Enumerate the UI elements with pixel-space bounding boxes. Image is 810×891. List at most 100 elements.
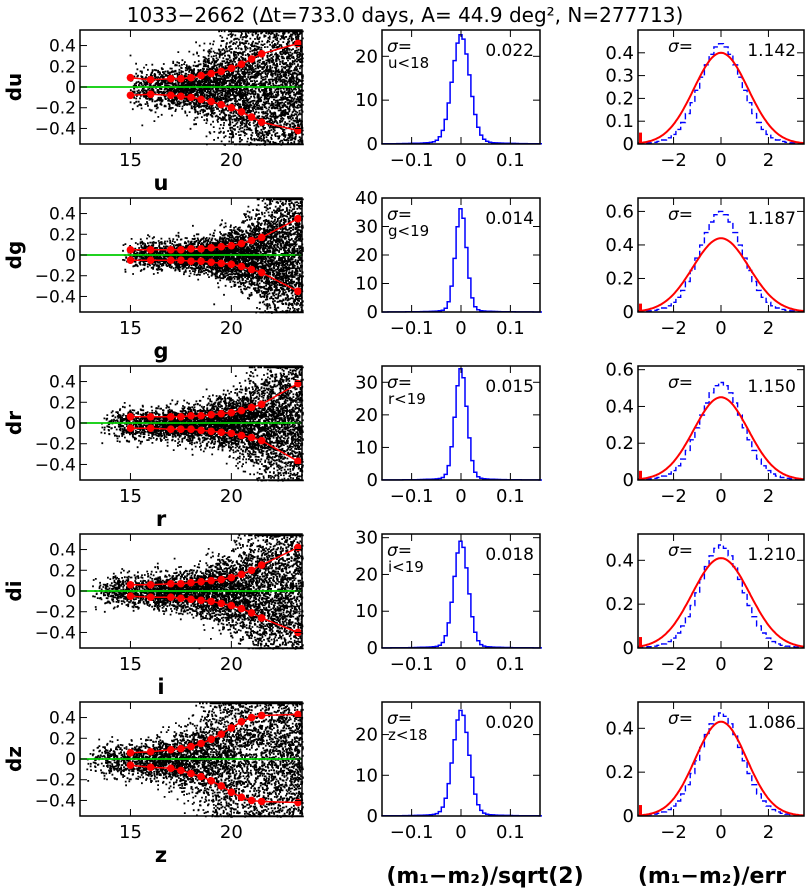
scatter-z-median_lower-point-5 [197, 772, 205, 781]
hist-z-ytick-label-0: 20 [355, 725, 378, 746]
scatter-g-median_lower-point-4 [187, 257, 195, 266]
scatter-z-median_lower-point-9 [237, 793, 246, 802]
scatter-g-median_upper-point-12 [294, 214, 302, 223]
scatter-r-median_lower-point-0 [126, 424, 135, 432]
scatter-r-median_upper-point-4 [187, 411, 195, 420]
scatter-i-median_lower-point-4 [187, 595, 195, 604]
scatter-r-median_upper-point-5 [197, 411, 205, 420]
gauss-r-xtick-label-2: 2 [763, 486, 774, 507]
gauss-g-ytick-label-3: 0 [623, 302, 634, 323]
scatter-u-median_lower-point-9 [237, 108, 246, 116]
scatter-g-median_upper-point-5 [197, 244, 205, 253]
scatter-r-median_lower-point-6 [207, 427, 215, 436]
hist-u-panel: 20 10 0 −0.1 0 0.1 σ=u<18 0.022 [355, 29, 542, 171]
scatter-i-ytick-label-2: 0 [65, 582, 76, 602]
scatter-i-ytick-label-3: −0.2 [35, 603, 76, 623]
scatter-i-median_lower-point-2 [167, 593, 175, 602]
scatter-u-median_upper-point-9 [237, 60, 246, 68]
hist-g-xtick-label-0: −0.1 [390, 318, 434, 339]
hist-z-xtick-label-1: 0 [455, 822, 466, 843]
gauss-u-overflow-bin [639, 132, 642, 144]
scatter-z-xtick-label-1: 20 [220, 822, 243, 843]
scatter-u-median_lower-point-1 [146, 90, 155, 99]
scatter-g-median_upper-point-11 [257, 233, 266, 242]
scatter-i-median_lower-point-8 [227, 601, 236, 610]
scatter-z-median_lower-point-2 [167, 764, 175, 773]
scatter-z-median_upper-point-9 [237, 717, 246, 726]
hist-r-xtick-label-0: −0.1 [390, 486, 434, 507]
hist-g-xtick-label-2: 0.1 [496, 318, 525, 339]
scatter-u-ytick-label-4: −0.4 [35, 119, 76, 139]
scatter-u-ytick-label-0: 0.4 [49, 37, 76, 57]
gauss-i-xtick-label-0: −2 [660, 654, 687, 675]
scatter-g-median_upper-point-1 [146, 246, 155, 254]
scatter-i-median_upper-point-8 [227, 573, 236, 582]
scatter-i-median_upper-point-12 [294, 543, 302, 552]
gauss-r-xtick-label-1: 0 [715, 486, 726, 507]
hist-z-panel: 20 10 0 −0.1 0 0.1 σ=z<18 0.020 [355, 701, 542, 843]
hist-i-ytick-label-2: 10 [355, 601, 378, 622]
hist-r-xtick-label-1: 0 [455, 486, 466, 507]
hist-g-cut-label: g<19 [388, 222, 429, 240]
scatter-z-median_upper-point-2 [167, 745, 175, 754]
gauss-i-gaussian-fit [637, 557, 805, 648]
gauss-u-gaussian-fit [637, 51, 805, 145]
scatter-g-ytick-label-2: 0 [65, 246, 76, 266]
gauss-u-ytick-label-1: 0.3 [605, 66, 634, 87]
scatter-z-median_upper-point-8 [227, 724, 236, 732]
gauss-u-ytick-label-4: 0 [623, 134, 634, 155]
scatter-z-median_lower-point-10 [247, 796, 256, 805]
scatter-z-median_lower-point-0 [126, 761, 135, 770]
hist-r-cut-label: r<19 [388, 390, 426, 408]
gauss-i-sigma-value: 1.210 [747, 545, 796, 565]
hist-u-ytick-label-1: 10 [355, 90, 378, 111]
scatter-z-median_upper-point-7 [217, 730, 226, 738]
gauss-u-ytick-label-0: 0.4 [605, 43, 634, 64]
scatter-u-median_upper-point-6 [207, 69, 215, 78]
scatter-r-median_upper-point-7 [217, 409, 226, 418]
scatter-u-median_lower-point-2 [167, 91, 175, 100]
scatter-r-median_upper-point-9 [237, 406, 246, 415]
gauss-z-sigma-value: 1.086 [747, 713, 796, 733]
scatter-z-median_upper-point-6 [207, 735, 215, 744]
scatter-g-ytick-label-0: 0.4 [49, 205, 76, 225]
hist-g-ytick-label-0: 40 [355, 188, 378, 209]
scatter-z-median_lower-point-8 [227, 788, 236, 796]
scatter-r-ytick-label-2: 0 [65, 414, 76, 434]
scatter-u-ytick-label-3: −0.2 [35, 99, 76, 119]
scatter-z-xlabel: z [155, 843, 167, 867]
scatter-g-ytick-label-4: −0.4 [35, 287, 76, 307]
scatter-i-median_upper-point-10 [247, 566, 256, 575]
scatter-i-median_lower-point-7 [217, 599, 226, 608]
scatter-g-median_upper-point-7 [217, 242, 226, 251]
scatter-r-median_lower-point-9 [237, 431, 246, 440]
scatter-z-median_upper-point-10 [247, 713, 256, 722]
scatter-r-median_upper-point-11 [257, 400, 266, 409]
hist-z-ytick-label-1: 10 [355, 765, 378, 786]
scatter-i-median_lower-point-10 [247, 608, 256, 617]
gauss-z-xtick-label-1: 0 [715, 822, 726, 843]
scatter-i-ylabel: di [2, 580, 26, 601]
scatter-u-median_lower-point-11 [257, 118, 266, 127]
scatter-z-median_lower-point-1 [146, 763, 155, 772]
scatter-u-median_lower-point-7 [217, 100, 226, 109]
scatter-r-median_lower-point-2 [167, 425, 175, 434]
hist-z-sigma-symbol: σ= [387, 709, 412, 729]
middle-column-xlabel: (m₁−m₂)/sqrt(2) [386, 864, 583, 889]
gauss-r-sigma-symbol: σ= [668, 373, 693, 393]
scatter-u-median_upper-point-12 [294, 39, 302, 48]
scatter-u-ytick-label-1: 0.2 [49, 57, 76, 77]
gauss-i-ytick-label-0: 0.4 [605, 550, 634, 571]
scatter-z-ylabel: dz [2, 746, 26, 772]
scatter-z-ytick-label-0: 0.4 [49, 709, 76, 729]
scatter-r-median_upper-point-0 [126, 412, 135, 421]
scatter-z-median_lower-point-12 [294, 798, 302, 807]
scatter-r-median_lower-point-1 [146, 424, 155, 432]
hist-r-xtick-label-2: 0.1 [496, 486, 525, 507]
scatter-g-median_upper-point-10 [247, 236, 256, 245]
gauss-i-histogram [637, 544, 804, 648]
scatter-g-median_lower-point-0 [126, 256, 135, 264]
scatter-u-xlabel: u [154, 171, 169, 195]
